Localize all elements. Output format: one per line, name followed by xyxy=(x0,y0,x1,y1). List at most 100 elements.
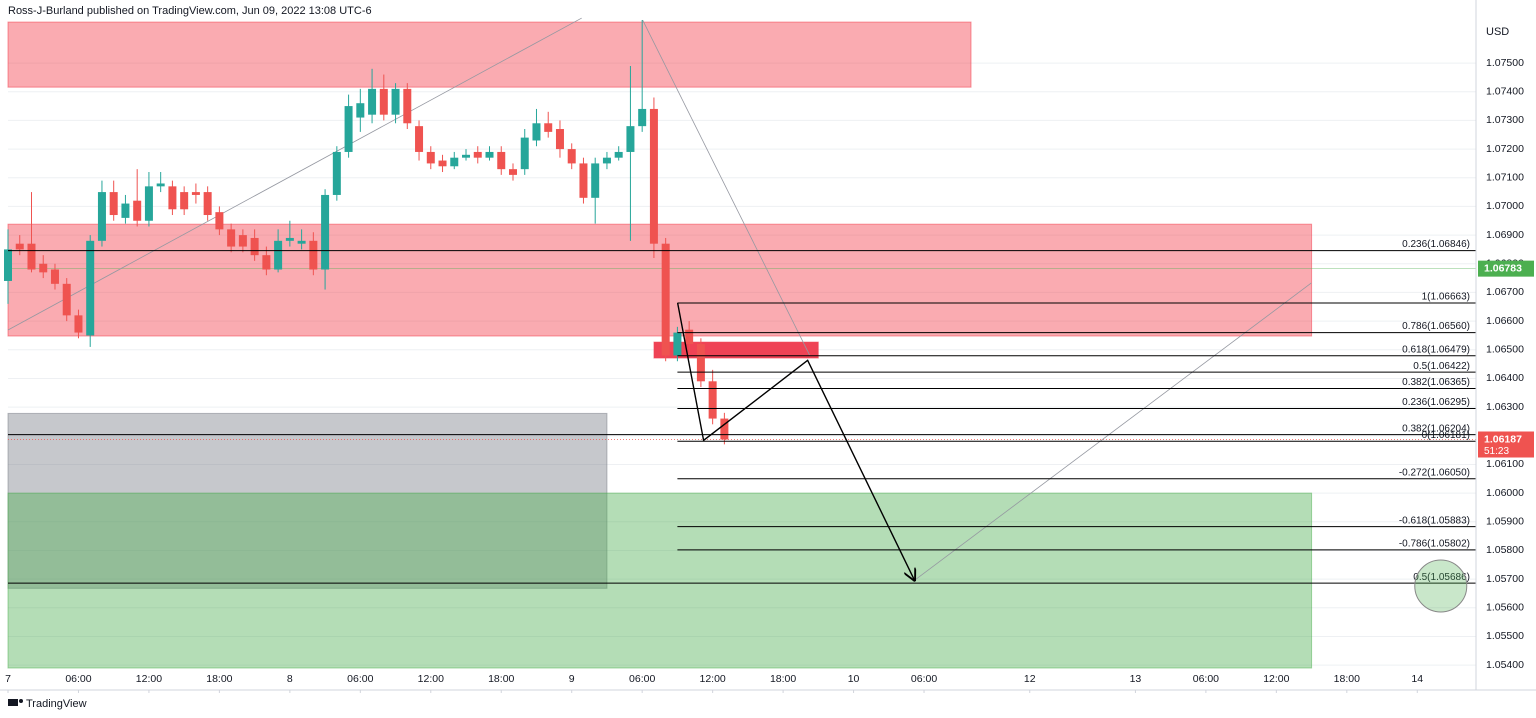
y-tick-label: 1.07400 xyxy=(1486,86,1524,98)
candle-body xyxy=(50,269,59,284)
fib-label: -0.618(1.05883) xyxy=(1399,515,1470,526)
candle-body xyxy=(696,344,705,382)
fib-label: 0.236(1.06295) xyxy=(1402,397,1470,408)
candle-body xyxy=(344,106,353,152)
y-tick-label: 1.07200 xyxy=(1486,143,1524,155)
candle-body xyxy=(544,123,553,132)
x-tick-label: 06:00 xyxy=(347,673,373,685)
y-tick-label: 1.06000 xyxy=(1486,487,1524,499)
candle-body xyxy=(473,151,482,158)
projection-arrow xyxy=(676,302,915,580)
y-tick-label: 1.07100 xyxy=(1486,172,1524,184)
plot-area: 0.236(1.06846) 1(1.06663) 0.786(1.06560) 0.… xyxy=(4,17,1476,669)
x-tick-label: 12:00 xyxy=(1263,673,1289,685)
y-tick-label: 1.07000 xyxy=(1486,200,1524,212)
candle-body xyxy=(121,203,130,218)
y-tick-label: 1.06400 xyxy=(1486,372,1524,384)
trend-line xyxy=(7,17,582,331)
candle-body xyxy=(415,126,424,152)
candle-body xyxy=(227,229,236,247)
zone xyxy=(7,223,1313,337)
candle-body xyxy=(238,235,247,247)
x-tick-label: 10 xyxy=(848,673,860,685)
x-tick-label: 06:00 xyxy=(629,673,655,685)
fib-label: 0.618(1.06479) xyxy=(1402,344,1470,355)
x-tick-label: 13 xyxy=(1130,673,1142,685)
x-tick-label: 06:00 xyxy=(65,673,91,685)
x-tick-label: 7 xyxy=(5,673,11,685)
candle-body xyxy=(321,194,330,270)
x-tick-label: 18:00 xyxy=(770,673,796,685)
y-tick-label: 1.05900 xyxy=(1486,516,1524,528)
price-label-box xyxy=(1478,260,1534,277)
target-circle xyxy=(1414,559,1468,613)
fib-label: 0.5(1.05686) xyxy=(1413,572,1470,583)
candle-body xyxy=(661,243,670,356)
candle-body xyxy=(391,88,400,115)
x-tick-label: 18:00 xyxy=(206,673,232,685)
x-tick-label: 12:00 xyxy=(418,673,444,685)
y-tick-label: 1.06300 xyxy=(1486,401,1524,413)
candle-body xyxy=(86,240,95,336)
currency-label: USD xyxy=(1486,26,1509,38)
candle-body xyxy=(708,381,717,419)
y-tick-label: 1.06600 xyxy=(1486,315,1524,327)
y-tick-label: 1.07500 xyxy=(1486,57,1524,69)
publisher-line: Ross-J-Burland published on TradingView.… xyxy=(8,5,372,17)
zone xyxy=(7,412,608,589)
y-tick-label: 1.06700 xyxy=(1486,286,1524,298)
fib-label: 1(1.06663) xyxy=(1422,292,1470,303)
candle-body xyxy=(638,108,647,127)
candle-body xyxy=(4,249,12,281)
x-tick-label: 18:00 xyxy=(488,673,514,685)
candle-body xyxy=(191,192,200,195)
fib-label: 0.382(1.06365) xyxy=(1402,377,1470,388)
candle-body xyxy=(579,163,588,198)
candle-body xyxy=(144,186,153,221)
candle-body xyxy=(567,149,576,164)
source-label: TradingView xyxy=(26,698,87,710)
candle-body xyxy=(368,88,377,115)
candle-body xyxy=(485,151,494,158)
fib-label: 0.236(1.06846) xyxy=(1402,239,1470,250)
fib-label: 0.382(1.06204) xyxy=(1402,423,1470,434)
candle-body xyxy=(508,169,517,175)
y-tick-label: 1.06500 xyxy=(1486,344,1524,356)
candle-body xyxy=(438,160,447,167)
candle-body xyxy=(97,192,106,241)
candle-body xyxy=(215,212,224,230)
x-tick-label: 06:00 xyxy=(911,673,937,685)
candle-body xyxy=(27,243,36,270)
candle-body xyxy=(285,237,294,241)
candle-body xyxy=(379,88,388,115)
candle-body xyxy=(673,332,682,356)
x-tick-label: 9 xyxy=(569,673,575,685)
candle-body xyxy=(403,88,412,124)
candle-body xyxy=(356,103,365,118)
zone xyxy=(653,341,819,359)
candle-body xyxy=(74,315,83,333)
y-tick-label: 1.06100 xyxy=(1486,458,1524,470)
candle-body xyxy=(62,283,71,316)
candle-body xyxy=(297,240,306,244)
x-tick-label: 14 xyxy=(1411,673,1423,685)
zone xyxy=(7,492,1313,669)
fib-label: -0.786(1.05802) xyxy=(1399,539,1470,550)
candle-body xyxy=(109,192,118,216)
candle-body xyxy=(520,137,529,170)
fib-label: -0.272(1.06050) xyxy=(1399,467,1470,478)
candle-body xyxy=(156,183,165,187)
y-tick-label: 1.07300 xyxy=(1486,114,1524,126)
candle-body xyxy=(250,237,259,256)
x-tick-label: 12 xyxy=(1024,673,1036,685)
zone xyxy=(7,21,972,88)
x-tick-label: 12:00 xyxy=(136,673,162,685)
candle-body xyxy=(532,123,541,141)
candle-body xyxy=(309,240,318,270)
x-tick-label: 12:00 xyxy=(699,673,725,685)
candle-body xyxy=(497,151,506,170)
candle-body xyxy=(649,108,658,244)
y-tick-label: 1.05700 xyxy=(1486,573,1524,585)
price-label: 1.06783 xyxy=(1484,262,1522,274)
